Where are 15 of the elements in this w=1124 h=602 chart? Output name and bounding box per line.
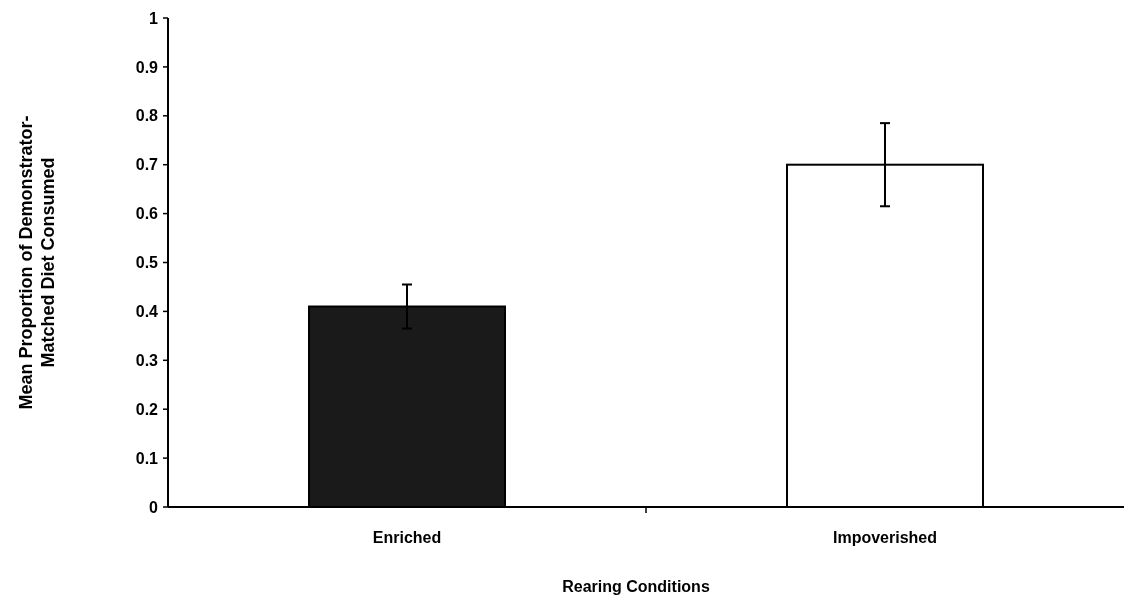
y-tick-label: 0.2	[135, 400, 159, 418]
y-tick-label: 0.7	[135, 156, 159, 174]
x-tick-label: Enriched	[372, 529, 442, 546]
x-axis-title: Rearing Conditions	[562, 578, 710, 595]
y-tick-label: 0.9	[135, 58, 159, 76]
y-tick-label: 0.4	[135, 303, 159, 320]
y-tick-label: 0.3	[135, 351, 159, 369]
y-tick-label: 1	[149, 9, 159, 27]
y-tick-label: 0.6	[135, 205, 159, 223]
y-tick-label: 0.1	[135, 449, 159, 467]
y-tick-label: 0.5	[135, 254, 159, 272]
y-tick-label: 0.8	[135, 107, 159, 125]
y-axis-title: Mean Proportion of Demonstrator-Matched Diet Consumed	[16, 115, 58, 410]
x-tick-label: Impoverished	[832, 529, 938, 546]
y-tick-label: 0	[149, 498, 159, 516]
